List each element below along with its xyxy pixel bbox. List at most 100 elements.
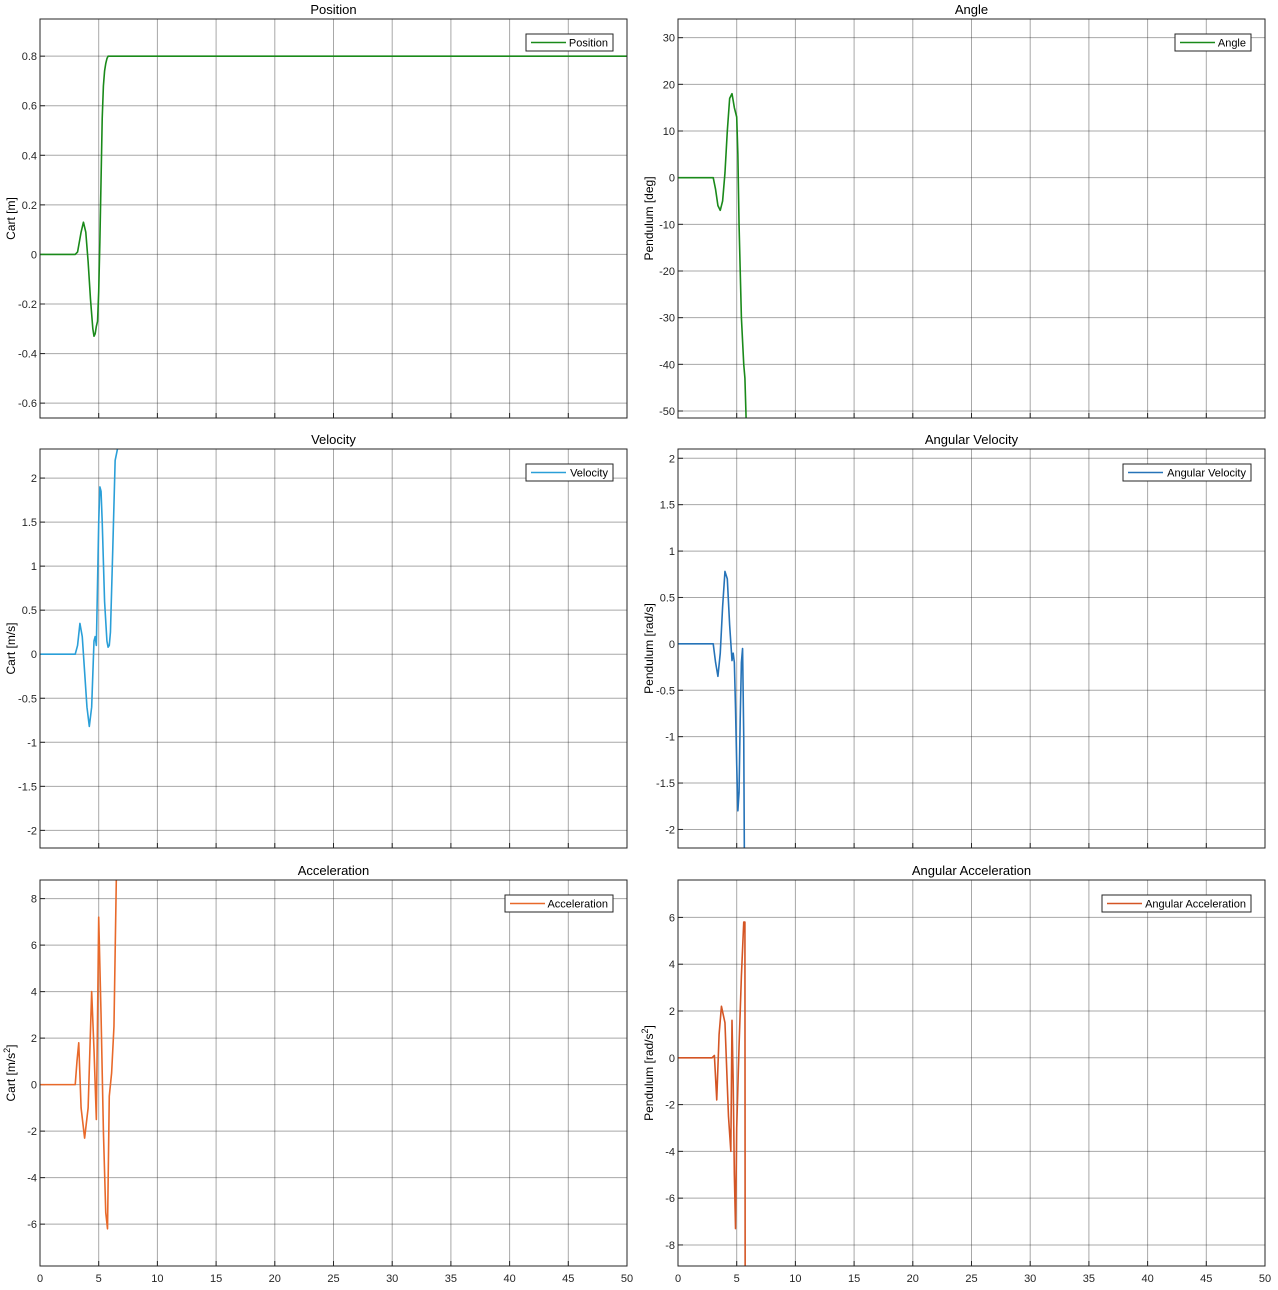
y-tick-label: 0.5: [22, 605, 37, 617]
y-tick-label: 0.8: [22, 51, 37, 63]
x-tick-label: 20: [269, 1273, 281, 1285]
series-line: [678, 92, 747, 418]
y-tick-label: -6: [27, 1219, 37, 1231]
legend: Angle: [1174, 33, 1252, 52]
plot-area: [40, 449, 627, 848]
x-tick-label: 50: [621, 1273, 633, 1285]
y-tick-label: -50: [659, 406, 675, 418]
y-tick-label: -30: [659, 313, 675, 325]
y-axis-label: Pendulum [rad/s]: [642, 603, 656, 694]
y-tick-label: 6: [669, 912, 675, 924]
chart-panel: -50 -40 -30 -20 -10 0 10 20 30 Angle Pendulum [deg…: [642, 2, 1266, 419]
y-tick-label: -2: [27, 825, 37, 837]
y-axis-label-text: Pendulum [deg]: [642, 176, 656, 260]
y-axis-label-text: Pendulum [rad/s]: [642, 603, 656, 694]
y-tick-label: 1.5: [22, 517, 37, 529]
plot-area: [678, 880, 1265, 1266]
y-axis-label-text: Cart [m]: [4, 197, 18, 240]
y-tick-label: -4: [665, 1146, 675, 1158]
chart-panel: 0 5 10 15 20 25 30 35 40 45 50 -6 -4 -2 0 2 4 6 8 Accelerat…: [2, 863, 633, 1285]
y-tick-label: -1: [665, 732, 675, 744]
y-tick-label: -20: [659, 266, 675, 278]
y-axis-label-superscript: 2: [640, 1028, 650, 1033]
y-axis-label: Cart [m/s]: [4, 622, 18, 674]
x-tick-label: 15: [210, 1273, 222, 1285]
legend-box: [504, 894, 614, 913]
x-tick-label: 20: [907, 1273, 919, 1285]
y-tick-label: 0: [31, 1080, 37, 1092]
chart-title: Acceleration: [298, 863, 370, 878]
chart-panel: -0.6 -0.4 -0.2 0 0.2 0.4 0.6 0.8 Position Cart [m…: [4, 2, 628, 419]
y-tick-label: -8: [665, 1240, 675, 1252]
chart-panel: -2 -1.5 -1 -0.5 0 0.5 1 1.5 2 Velocity Cart [m/s] V…: [4, 432, 628, 849]
series-line: [40, 880, 118, 1230]
legend: Angular Velocity: [1122, 463, 1252, 482]
legend-box: [525, 33, 614, 52]
plot-area: [40, 880, 627, 1266]
y-axis-label-superscript: 2: [2, 1048, 12, 1053]
y-axis-label: Cart [m/s2]: [2, 1044, 18, 1101]
plot-area: [40, 19, 627, 418]
y-tick-label: 0.5: [660, 592, 675, 604]
series-line: [678, 570, 746, 848]
y-tick-label: -1.5: [18, 781, 37, 793]
x-tick-label: 35: [445, 1273, 457, 1285]
y-tick-label: 30: [663, 33, 675, 45]
y-tick-label: 0: [31, 649, 37, 661]
x-tick-label: 40: [503, 1273, 515, 1285]
x-tick-label: 40: [1141, 1273, 1153, 1285]
y-axis-label-end: ]: [642, 1025, 656, 1028]
axes-box: [677, 879, 1266, 1267]
legend-box: [1122, 463, 1252, 482]
y-axis-label: Pendulum [rad/s2]: [640, 1025, 656, 1121]
chart-title: Angular Acceleration: [912, 863, 1031, 878]
x-tick-label: 10: [151, 1273, 163, 1285]
chart-panel: 0 5 10 15 20 25 30 35 40 45 50 -8 -6 -4 -2 0 2 4 6 Angular …: [640, 863, 1271, 1285]
y-tick-label: 20: [663, 79, 675, 91]
y-tick-label: -2: [665, 824, 675, 836]
y-tick-label: 8: [31, 894, 37, 906]
legend-label: Angular Acceleration: [1145, 899, 1246, 911]
chart-title: Velocity: [311, 432, 356, 447]
y-tick-label: -10: [659, 219, 675, 231]
y-tick-label: 10: [663, 126, 675, 138]
x-tick-label: 5: [734, 1273, 740, 1285]
y-tick-label: 0.2: [22, 200, 37, 212]
x-tick-label: 30: [386, 1273, 398, 1285]
chart-title: Position: [310, 2, 356, 17]
axes-box: [677, 448, 1266, 849]
x-tick-label: 10: [789, 1273, 801, 1285]
x-tick-label: 45: [562, 1273, 574, 1285]
legend: Position: [525, 33, 614, 52]
y-tick-label: 4: [669, 959, 675, 971]
legend-box: [1101, 894, 1252, 913]
series-line: [40, 55, 627, 338]
y-axis-label: Pendulum [deg]: [642, 176, 656, 260]
chart-title: Angle: [955, 2, 988, 17]
x-tick-label: 0: [37, 1273, 43, 1285]
x-tick-label: 15: [848, 1273, 860, 1285]
y-tick-label: 0.6: [22, 101, 37, 113]
series-line: [678, 921, 746, 1266]
chart-panel: -2 -1.5 -1 -0.5 0 0.5 1 1.5 2 Angular Velocity Pen…: [642, 432, 1266, 849]
x-tick-label: 50: [1259, 1273, 1271, 1285]
axes-box: [39, 879, 628, 1267]
y-axis-label: Cart [m]: [4, 197, 18, 240]
y-tick-label: 4: [31, 987, 37, 999]
legend-label: Acceleration: [547, 899, 608, 911]
y-tick-label: -1.5: [656, 778, 675, 790]
y-tick-label: 1.5: [660, 500, 675, 512]
axes-box: [39, 448, 628, 849]
chart-title: Angular Velocity: [925, 432, 1019, 447]
y-axis-label-end: ]: [4, 1044, 18, 1047]
y-tick-label: -1: [27, 737, 37, 749]
y-tick-label: 6: [31, 940, 37, 952]
y-tick-label: 0: [669, 639, 675, 651]
y-tick-label: -40: [659, 359, 675, 371]
y-tick-label: 0.4: [22, 150, 37, 162]
y-tick-label: -2: [27, 1126, 37, 1138]
y-tick-label: -0.5: [18, 693, 37, 705]
legend-label: Velocity: [570, 468, 608, 480]
legend-label: Position: [569, 38, 608, 50]
y-tick-label: -0.2: [18, 299, 37, 311]
